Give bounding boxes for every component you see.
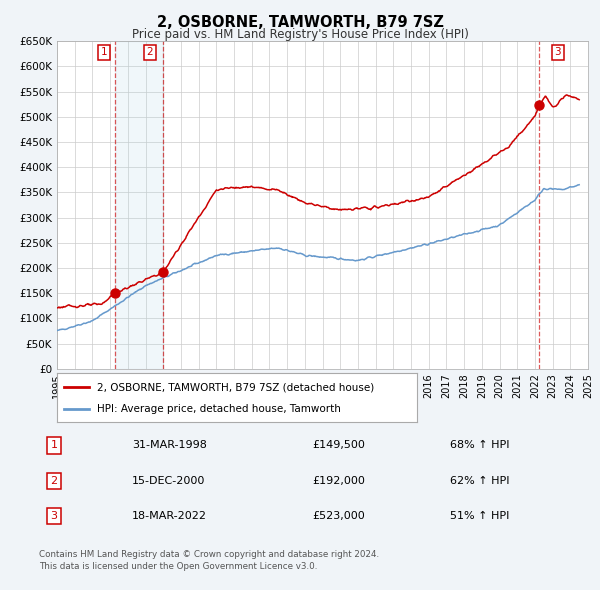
Text: 15-DEC-2000: 15-DEC-2000 xyxy=(132,476,205,486)
Text: 3: 3 xyxy=(50,512,58,521)
Text: HPI: Average price, detached house, Tamworth: HPI: Average price, detached house, Tamw… xyxy=(97,404,340,414)
Text: 31-MAR-1998: 31-MAR-1998 xyxy=(132,441,207,450)
Text: 1: 1 xyxy=(101,47,107,57)
Text: 1: 1 xyxy=(50,441,58,450)
Text: 68% ↑ HPI: 68% ↑ HPI xyxy=(450,441,509,450)
Text: 51% ↑ HPI: 51% ↑ HPI xyxy=(450,512,509,521)
Text: £523,000: £523,000 xyxy=(312,512,365,521)
Text: 62% ↑ HPI: 62% ↑ HPI xyxy=(450,476,509,486)
Bar xyxy=(115,41,163,369)
Text: Price paid vs. HM Land Registry's House Price Index (HPI): Price paid vs. HM Land Registry's House … xyxy=(131,28,469,41)
Text: 2, OSBORNE, TAMWORTH, B79 7SZ: 2, OSBORNE, TAMWORTH, B79 7SZ xyxy=(157,15,443,30)
Text: £149,500: £149,500 xyxy=(312,441,365,450)
Text: This data is licensed under the Open Government Licence v3.0.: This data is licensed under the Open Gov… xyxy=(39,562,317,571)
Text: £192,000: £192,000 xyxy=(312,476,365,486)
Text: 2: 2 xyxy=(50,476,58,486)
Text: 2: 2 xyxy=(146,47,153,57)
Text: 2, OSBORNE, TAMWORTH, B79 7SZ (detached house): 2, OSBORNE, TAMWORTH, B79 7SZ (detached … xyxy=(97,382,374,392)
Text: Contains HM Land Registry data © Crown copyright and database right 2024.: Contains HM Land Registry data © Crown c… xyxy=(39,550,379,559)
Text: 3: 3 xyxy=(554,47,561,57)
Text: 18-MAR-2022: 18-MAR-2022 xyxy=(132,512,207,521)
